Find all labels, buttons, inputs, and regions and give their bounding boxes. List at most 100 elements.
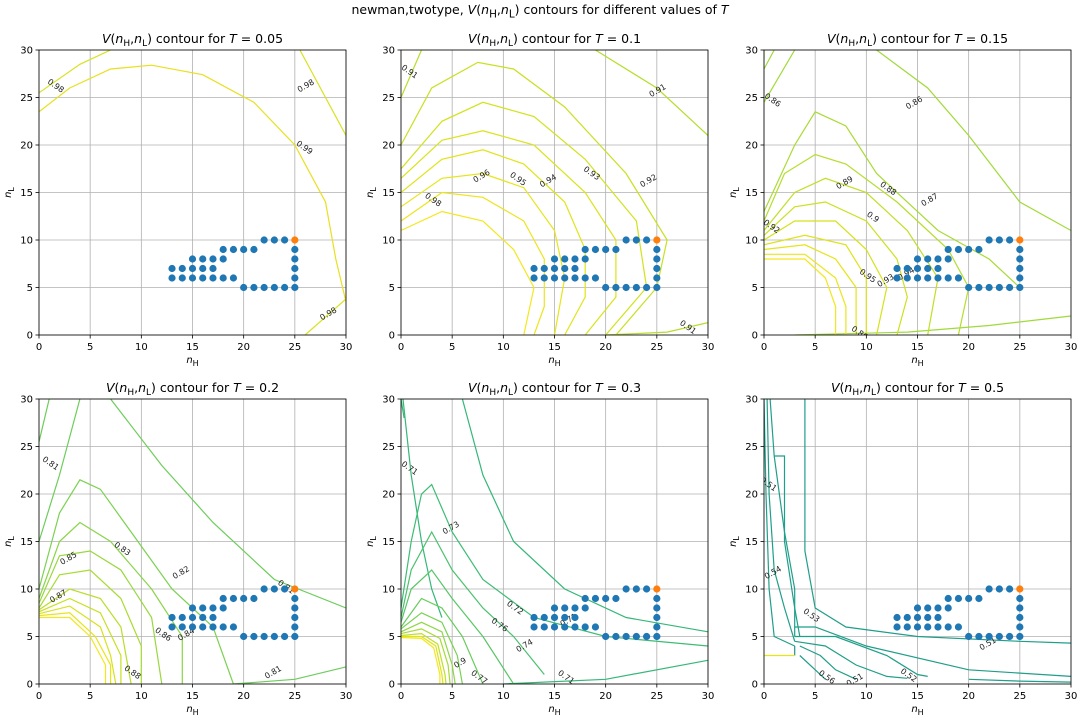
x-tick-label: 5	[87, 342, 93, 353]
state-marker	[1016, 632, 1024, 641]
y-tick-label: 25	[20, 93, 33, 104]
state-marker	[281, 283, 289, 292]
state-marker	[219, 245, 227, 254]
state-marker	[995, 283, 1003, 292]
state-marker	[643, 236, 651, 244]
subplot-title: V(nH,nL) contour for T = 0.1	[468, 31, 641, 49]
contour-line	[401, 399, 405, 419]
y-axis-label: nL	[728, 536, 741, 547]
x-tick-label: 15	[911, 691, 924, 702]
x-tick-label: 5	[812, 691, 818, 702]
state-marker	[291, 255, 299, 263]
contour-line	[401, 210, 535, 335]
state-marker	[260, 632, 268, 641]
contour-line	[401, 621, 456, 684]
contour-label: 0.88	[878, 180, 898, 198]
contour-line	[304, 298, 346, 335]
contour-line	[401, 61, 668, 335]
state-marker	[653, 623, 661, 631]
contour-line	[39, 479, 234, 684]
contour-label: 0.77	[469, 668, 489, 686]
x-tick-label: 30	[340, 342, 353, 353]
state-marker	[622, 632, 630, 641]
state-marker	[893, 613, 901, 622]
contour-line	[794, 626, 1071, 677]
contour-label: 0.92	[638, 172, 658, 189]
state-marker	[924, 604, 932, 612]
state-marker	[934, 613, 942, 622]
state-marker	[581, 623, 589, 631]
subplot-t-0_3: 0.710.730.720.740.76 0.710.710.90.770 5 10 1…	[365, 380, 714, 717]
state-marker	[530, 274, 538, 282]
y-tick-label: 30	[20, 46, 33, 57]
state-marker	[199, 264, 207, 273]
contour-line	[794, 640, 908, 679]
state-marker	[913, 264, 922, 273]
x-tick-label: 0	[398, 342, 404, 353]
state-marker	[591, 594, 600, 603]
state-marker	[903, 613, 911, 622]
state-marker	[913, 604, 922, 612]
x-tick-label: 15	[186, 691, 199, 702]
y-tick-label: 5	[389, 632, 395, 643]
state-marker	[934, 274, 942, 282]
state-marker	[934, 264, 942, 273]
contour-line	[764, 111, 1021, 288]
state-marker	[903, 623, 911, 631]
x-tick-label: 15	[548, 342, 561, 353]
state-marker	[291, 245, 299, 254]
state-marker	[632, 585, 640, 593]
state-marker	[653, 245, 661, 254]
contour-line	[401, 149, 586, 335]
state-marker	[188, 274, 197, 282]
state-marker	[944, 604, 952, 612]
state-marker	[209, 274, 217, 282]
state-marker	[581, 274, 589, 282]
x-tick-label: 20	[599, 691, 612, 702]
state-marker	[653, 604, 661, 612]
contour-line	[876, 50, 1071, 232]
subplot-t-0_2: 0.810.850.830.820.860.840.810.810.880.87…	[3, 380, 352, 717]
contour-line	[503, 659, 708, 684]
state-marker	[561, 264, 569, 273]
state-marker	[591, 274, 600, 282]
state-marker	[653, 613, 661, 622]
state-marker	[653, 264, 661, 273]
x-tick-label: 5	[812, 342, 818, 353]
contour-line	[39, 50, 111, 94]
state-marker	[903, 264, 911, 273]
contour-line	[764, 253, 847, 335]
y-tick-label: 15	[20, 188, 33, 199]
contour-line	[968, 678, 1071, 683]
y-axis-label: nL	[728, 187, 741, 198]
state-marker	[954, 274, 963, 282]
state-marker	[260, 283, 268, 292]
subplot-title: V(nH,nL) contour for T = 0.05	[102, 31, 283, 49]
state-marker	[229, 274, 238, 282]
x-tick-label: 10	[497, 691, 510, 702]
contour-line	[766, 399, 796, 642]
x-tick-label: 30	[1065, 342, 1078, 353]
state-marker	[219, 604, 227, 612]
state-marker	[571, 613, 579, 622]
x-tick-label: 0	[761, 691, 767, 702]
state-marker	[893, 274, 901, 282]
state-marker	[1016, 283, 1024, 292]
x-axis-label: nH	[186, 355, 198, 368]
contour-line	[764, 244, 857, 335]
subplot-t-0_1: 0.910.910.980.96 0.95 0.94 0.93 0.920.910 5 10…	[365, 31, 714, 368]
state-marker	[178, 264, 186, 273]
state-marker	[924, 255, 932, 263]
state-marker	[209, 623, 217, 631]
goal-marker	[291, 236, 299, 244]
subplot-title: V(nH,nL) contour for T = 0.5	[831, 380, 1004, 398]
subplot-t-0_5: 0.510.540.530.510.520.510.560 5 10 15 20 25 30…	[728, 380, 1077, 717]
contour-line	[401, 130, 617, 335]
contour-line	[764, 177, 939, 335]
state-marker	[250, 245, 258, 254]
state-marker	[291, 594, 299, 603]
state-marker	[188, 623, 197, 631]
state-marker	[561, 604, 569, 612]
state-marker	[209, 613, 217, 622]
state-marker	[985, 632, 993, 641]
